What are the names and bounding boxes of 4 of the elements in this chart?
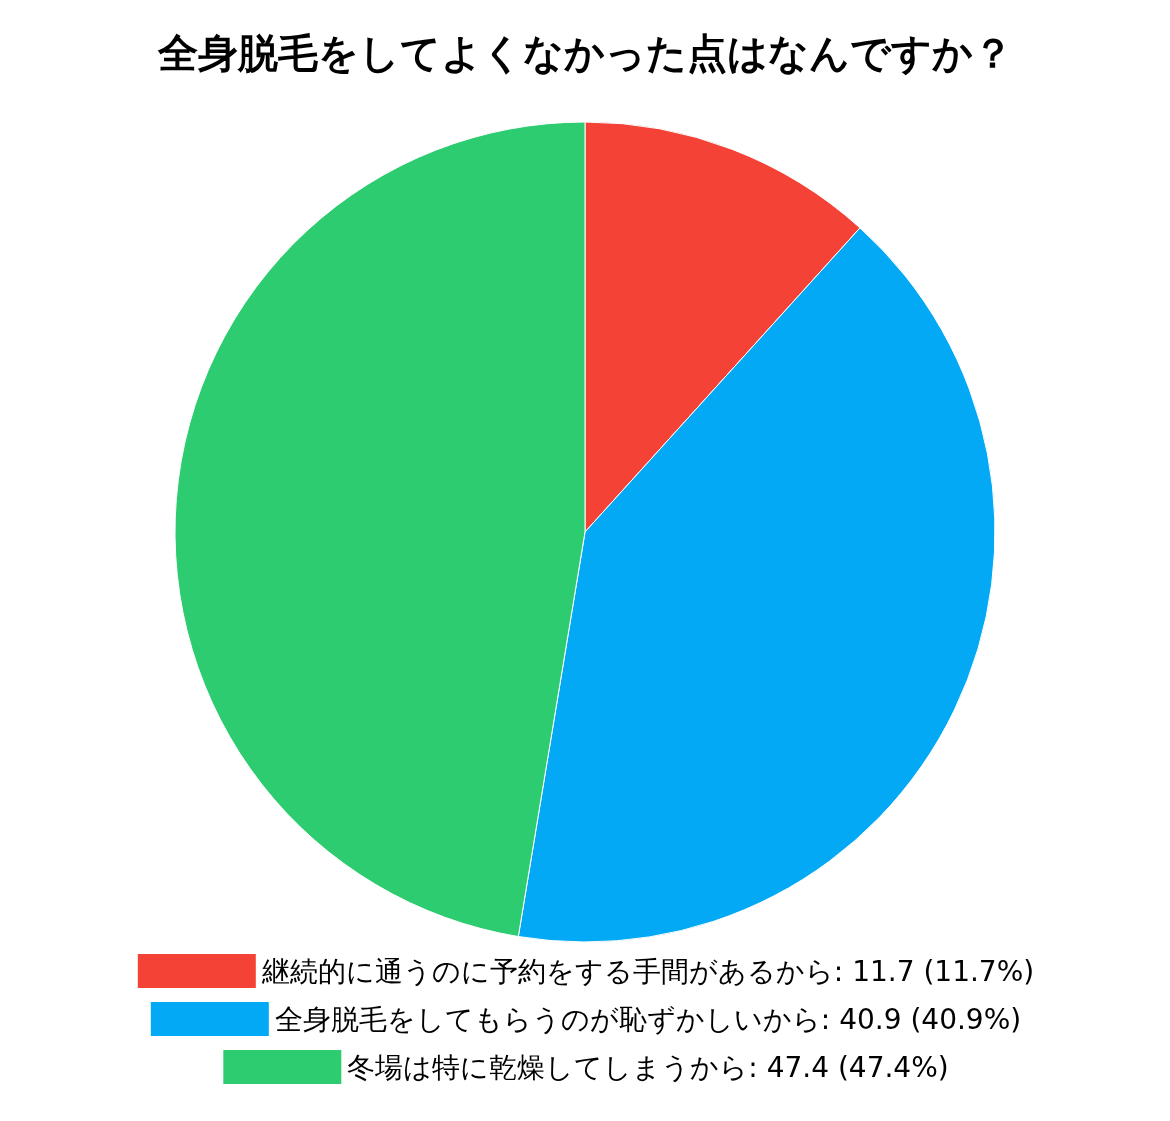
legend-label: 全身脱毛をしてもらうのが恥ずかしいから: 40.9 (40.9%) <box>274 1002 1022 1036</box>
legend-label: 継続的に通うのに予約をする手間があるから: 11.7 (11.7%) <box>260 954 1035 988</box>
legend-label: 冬場は特に乾燥してしまうから: 47.4 (47.4%) <box>347 1050 949 1084</box>
chart-title: 全身脱毛をしてよくなかった点はなんですか？ <box>156 30 1013 76</box>
